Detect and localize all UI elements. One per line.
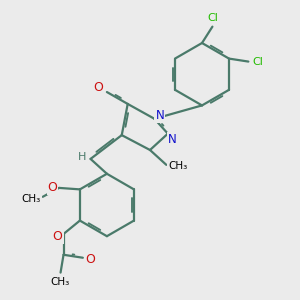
Text: O: O <box>94 81 103 94</box>
Text: O: O <box>85 253 95 266</box>
Text: N: N <box>168 133 177 146</box>
Text: CH₃: CH₃ <box>168 161 187 171</box>
Text: O: O <box>52 230 62 243</box>
Text: H: H <box>78 152 86 162</box>
Text: CH₃: CH₃ <box>22 194 41 204</box>
Text: CH₃: CH₃ <box>50 277 70 286</box>
Text: Cl: Cl <box>208 13 218 23</box>
Text: O: O <box>48 181 58 194</box>
Text: Cl: Cl <box>252 57 263 67</box>
Text: N: N <box>155 109 164 122</box>
